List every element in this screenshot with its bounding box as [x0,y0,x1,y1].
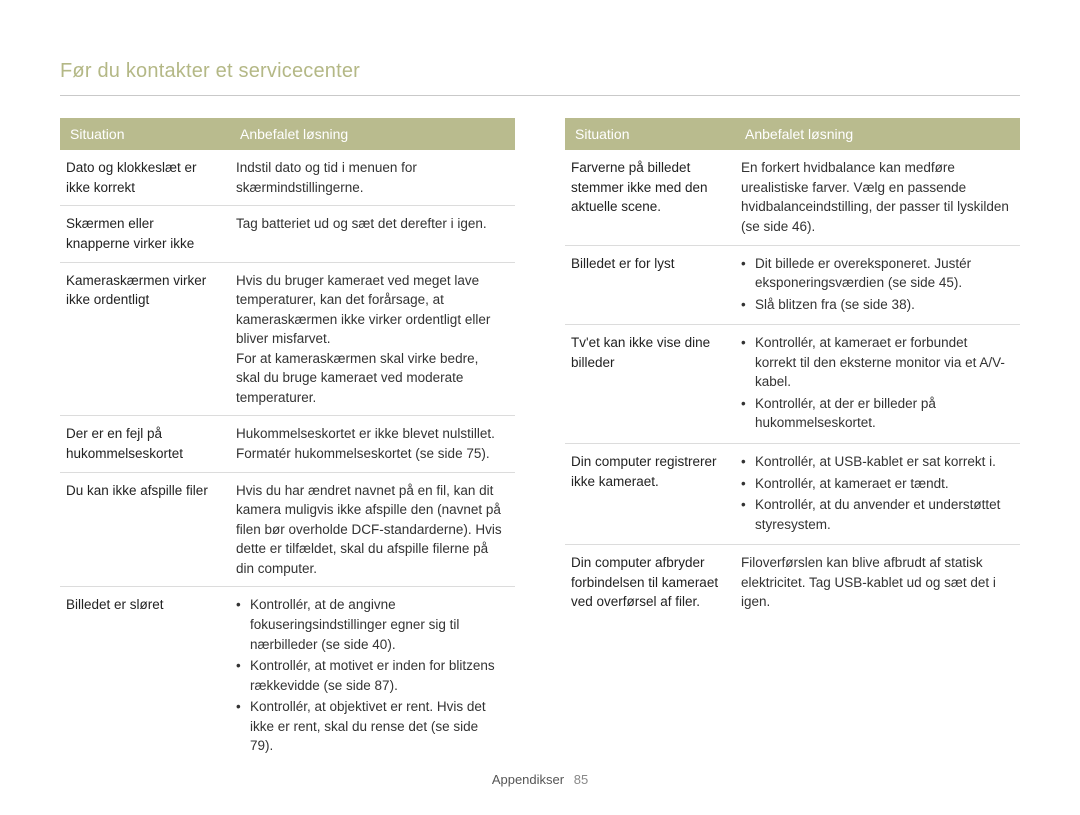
table-row: Billedet er sløretKontrollér, at de angi… [60,587,515,766]
list-item: Kontrollér, at motivet er inden for blit… [236,656,505,695]
situation-cell: Billedet er for lyst [565,245,735,325]
table-row: Tv'et kan ikke vise dine billederKontrol… [565,325,1020,444]
solution-cell: En forkert hvidbalance kan medføre ureal… [735,150,1020,245]
solution-cell: Hvis du bruger kameraet ved meget lave t… [230,262,515,416]
solution-cell: Hvis du har ændret navnet på en fil, kan… [230,472,515,587]
footer-section: Appendikser [492,772,564,787]
situation-cell: Din computer registrerer ikke kameraet. [565,444,735,545]
page: Før du kontakter et servicecenter Situat… [0,0,1080,815]
table-row: Farverne på billedet stemmer ikke med de… [565,150,1020,245]
situation-cell: Farverne på billedet stemmer ikke med de… [565,150,735,245]
col-header-solution: Anbefalet løsning [230,118,515,150]
table-row: Din computer registrerer ikke kameraet.K… [565,444,1020,545]
solution-cell: Indstil dato og tid i menuen for skærmin… [230,150,515,206]
situation-cell: Din computer afbryder forbindelsen til k… [565,545,735,620]
footer-page-number: 85 [574,772,588,787]
page-title: Før du kontakter et servicecenter [60,60,1020,96]
solution-cell: Kontrollér, at kameraet er forbundet kor… [735,325,1020,444]
solution-list: Kontrollér, at kameraet er forbundet kor… [741,333,1010,433]
list-item: Kontrollér, at kameraet er tændt. [741,474,1010,494]
right-column: Situation Anbefalet løsning Farverne på … [565,118,1020,766]
list-item: Kontrollér, at objektivet er rent. Hvis … [236,697,505,756]
situation-cell: Billedet er sløret [60,587,230,766]
page-footer: Appendikser 85 [0,772,1080,787]
solution-cell: Kontrollér, at de angivne fokuseringsind… [230,587,515,766]
situation-cell: Dato og klokkeslæt er ikke korrekt [60,150,230,206]
list-item: Kontrollér, at du anvender et understøtt… [741,495,1010,534]
content-columns: Situation Anbefalet løsning Dato og klok… [60,118,1020,766]
solution-cell: Hukommelseskortet er ikke blevet nulstil… [230,416,515,472]
solution-list: Dit billede er overeksponeret. Justér ek… [741,254,1010,315]
left-column: Situation Anbefalet løsning Dato og klok… [60,118,515,766]
list-item: Slå blitzen fra (se side 38). [741,295,1010,315]
list-item: Dit billede er overeksponeret. Justér ek… [741,254,1010,293]
table-row: Kameraskærmen virker ikke ordentligtHvis… [60,262,515,416]
solution-cell: Dit billede er overeksponeret. Justér ek… [735,245,1020,325]
situation-cell: Skærmen eller knapperne virker ikke [60,206,230,262]
col-header-situation: Situation [60,118,230,150]
col-header-solution: Anbefalet løsning [735,118,1020,150]
list-item: Kontrollér, at USB-kablet er sat korrekt… [741,452,1010,472]
list-item: Kontrollér, at kameraet er forbundet kor… [741,333,1010,392]
table-row: Du kan ikke afspille filerHvis du har æn… [60,472,515,587]
solution-cell: Kontrollér, at USB-kablet er sat korrekt… [735,444,1020,545]
solution-cell: Filoverførslen kan blive afbrudt af stat… [735,545,1020,620]
col-header-situation: Situation [565,118,735,150]
list-item: Kontrollér, at der er billeder på hukomm… [741,394,1010,433]
troubleshoot-table-left: Situation Anbefalet løsning Dato og klok… [60,118,515,766]
solution-list: Kontrollér, at USB-kablet er sat korrekt… [741,452,1010,534]
situation-cell: Tv'et kan ikke vise dine billeder [565,325,735,444]
list-item: Kontrollér, at de angivne fokuseringsind… [236,595,505,654]
solution-list: Kontrollér, at de angivne fokuseringsind… [236,595,505,756]
table-row: Der er en fejl på hukommelseskortetHukom… [60,416,515,472]
situation-cell: Kameraskærmen virker ikke ordentligt [60,262,230,416]
troubleshoot-table-right: Situation Anbefalet løsning Farverne på … [565,118,1020,620]
solution-cell: Tag batteriet ud og sæt det derefter i i… [230,206,515,262]
table-row: Skærmen eller knapperne virker ikkeTag b… [60,206,515,262]
table-row: Dato og klokkeslæt er ikke korrektIndsti… [60,150,515,206]
situation-cell: Du kan ikke afspille filer [60,472,230,587]
table-row: Din computer afbryder forbindelsen til k… [565,545,1020,620]
situation-cell: Der er en fejl på hukommelseskortet [60,416,230,472]
table-row: Billedet er for lystDit billede er overe… [565,245,1020,325]
